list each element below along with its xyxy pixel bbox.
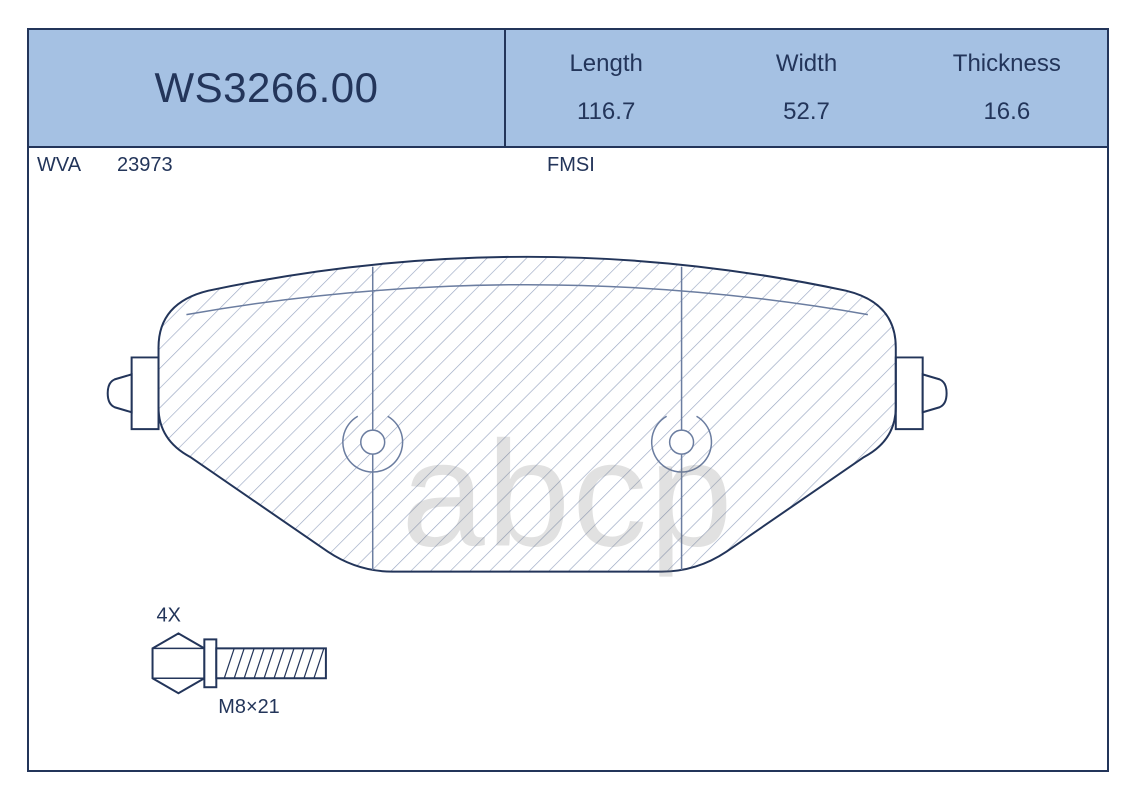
part-number: WS3266.00 bbox=[155, 64, 379, 112]
dim-width-value: 52.7 bbox=[783, 98, 830, 126]
drawing-area: 4XM8×21 abcp bbox=[29, 182, 1107, 770]
technical-drawing: 4X M8×21 bbox=[29, 182, 1107, 770]
dim-length-value: 116.7 bbox=[577, 98, 635, 126]
wva-label: WVA bbox=[37, 154, 117, 177]
dim-width-label: Width bbox=[776, 50, 837, 78]
brake-pad-outline bbox=[99, 223, 956, 592]
dimensions-cell: Length 116.7 Width 52.7 Thickness 16.6 bbox=[506, 30, 1107, 146]
dim-length: Length 116.7 bbox=[506, 30, 706, 146]
fmsi-label: FMSI bbox=[547, 154, 617, 177]
svg-text:M8×21: M8×21 bbox=[218, 696, 279, 718]
svg-text:4X: 4X bbox=[157, 604, 181, 626]
dim-thickness-label: Thickness bbox=[953, 50, 1061, 78]
dim-width: Width 52.7 bbox=[706, 30, 906, 146]
reference-row: WVA 23973 FMSI bbox=[29, 148, 1107, 182]
spec-card: WS3266.00 Length 116.7 Width 52.7 Thickn… bbox=[27, 28, 1109, 772]
dim-thickness: Thickness 16.6 bbox=[907, 30, 1107, 146]
spec-header: WS3266.00 Length 116.7 Width 52.7 Thickn… bbox=[29, 30, 1107, 148]
dim-length-label: Length bbox=[569, 50, 642, 78]
bolt-drawing: 4X M8×21 bbox=[153, 604, 326, 718]
dim-thickness-value: 16.6 bbox=[983, 98, 1030, 126]
wva-value: 23973 bbox=[117, 154, 547, 177]
part-number-cell: WS3266.00 bbox=[29, 30, 506, 146]
